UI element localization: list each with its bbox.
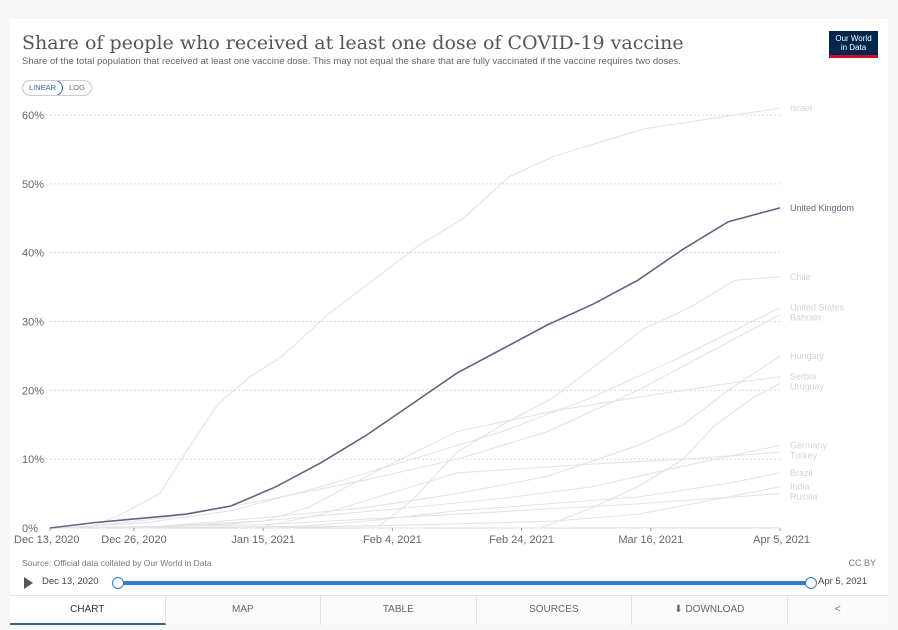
series-line-russia[interactable]	[62, 493, 781, 529]
tab-sources[interactable]: SOURCES	[477, 596, 633, 625]
license-link[interactable]: CC BY	[848, 558, 876, 568]
tab-bar: CHART MAP TABLE SOURCES ⬇ DOWNLOAD <	[10, 595, 888, 625]
timeline-start-handle[interactable]	[112, 577, 124, 589]
timeline-end-handle[interactable]	[805, 577, 817, 589]
y-tick-label: 40%	[22, 248, 44, 260]
series-line-united-kingdom[interactable]	[49, 207, 781, 529]
share-icon[interactable]: <	[834, 604, 841, 615]
series-label-united-kingdom[interactable]: United Kingdom	[790, 203, 854, 213]
series-label-israel[interactable]: Israel	[790, 103, 812, 113]
x-tick-label: Jan 15, 2021	[231, 534, 295, 546]
source-note: Source: Official data collated by Our Wo…	[22, 558, 212, 568]
y-tick-label: 50%	[22, 179, 44, 191]
x-tick-label: Feb 24, 2021	[489, 534, 554, 546]
log-scale-button[interactable]: LOG	[69, 83, 85, 92]
series-label-chile[interactable]: Chile	[790, 272, 811, 282]
x-tick-label: Mar 16, 2021	[618, 534, 683, 546]
scale-toggle: LINEAR LOG	[22, 80, 92, 96]
series-label-uruguay[interactable]: Uruguay	[790, 382, 825, 392]
owid-logo[interactable]: Our World in Data	[829, 31, 878, 58]
y-tick-label: 30%	[22, 317, 44, 329]
series-line-brazil[interactable]	[276, 472, 781, 529]
line-chart: Israel United Kingdom Chile United StatesBa…	[14, 103, 854, 546]
series-line-hungary[interactable]	[140, 355, 781, 529]
y-tick-label: 20%	[22, 385, 44, 397]
play-icon[interactable]	[24, 577, 33, 589]
x-tick-label: Dec 13, 2020	[14, 534, 79, 546]
y-tick-label: 60%	[22, 110, 44, 122]
series-label-russia[interactable]: Russia	[790, 492, 818, 502]
series-line-serbia[interactable]	[121, 376, 781, 529]
series-line-turkey[interactable]	[256, 451, 781, 529]
series-lines	[49, 107, 781, 529]
y-tick-label: 0%	[22, 523, 38, 535]
tab-download[interactable]: ⬇ DOWNLOAD	[632, 596, 788, 625]
series-label-bahrain[interactable]: Bahrain	[790, 313, 821, 323]
series-label-turkey[interactable]: Turkey	[790, 450, 818, 460]
series-label-hungary[interactable]: Hungary	[790, 351, 825, 361]
timeline: Dec 13, 2020 Apr 5, 2021	[10, 572, 888, 594]
series-label-serbia[interactable]: Serbia	[790, 372, 816, 382]
tab-map[interactable]: MAP	[166, 596, 322, 625]
series-label-germany[interactable]: Germany	[790, 440, 828, 450]
chart-title: Share of people who received at least on…	[22, 32, 684, 54]
tab-table[interactable]: TABLE	[321, 596, 477, 625]
series-line-india[interactable]	[269, 486, 781, 529]
series-line-israel[interactable]	[88, 107, 781, 529]
linear-scale-button[interactable]: LINEAR	[22, 81, 64, 95]
y-tick-label: 10%	[22, 454, 44, 466]
gridlines	[50, 114, 780, 529]
series-line-uruguay[interactable]	[540, 383, 781, 529]
chart-subtitle: Share of the total population that recei…	[22, 56, 681, 67]
timeline-track[interactable]	[116, 581, 810, 585]
timeline-end-label: Apr 5, 2021	[818, 576, 868, 587]
logo-line-2: in Data	[840, 43, 867, 52]
series-label-brazil[interactable]: Brazil	[790, 468, 813, 478]
chart-card: Share of people who received at least on…	[10, 19, 888, 625]
tab-chart[interactable]: CHART	[10, 596, 166, 625]
series-label-india[interactable]: India	[790, 482, 810, 492]
series-line-germany[interactable]	[140, 444, 781, 529]
series-labels: Israel United Kingdom Chile United StatesBa…	[790, 103, 854, 502]
timeline-start-label: Dec 13, 2020	[42, 576, 99, 587]
x-tick-label: Apr 5, 2021	[753, 534, 810, 546]
x-tick-label: Dec 26, 2020	[101, 534, 166, 546]
series-label-united-states[interactable]: United States	[790, 303, 845, 313]
series-line-bahrain[interactable]	[75, 314, 781, 529]
x-tick-label: Feb 4, 2021	[363, 534, 422, 546]
axis-labels: 0% 10% 20% 30% 40% 50% 60% Dec 13, 2020 Dec 26, …	[14, 110, 810, 546]
series-line-united-states[interactable]	[56, 307, 781, 529]
logo-line-1: Our World	[835, 34, 872, 43]
